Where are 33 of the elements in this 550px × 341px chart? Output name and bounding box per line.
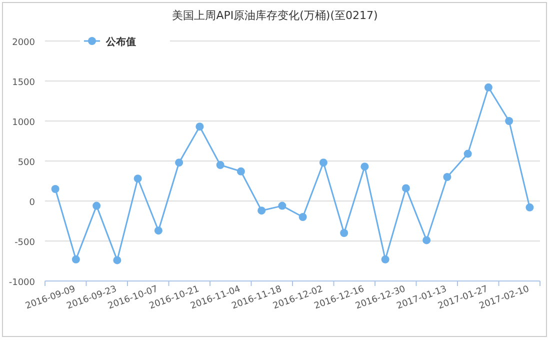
point [134, 174, 142, 183]
y-tick-label: 0 [29, 198, 36, 208]
point [360, 162, 369, 171]
point [402, 184, 410, 192]
point [340, 229, 348, 237]
point [258, 206, 266, 215]
chart-title: 美国上周API原油库存变化(万桶)(至0217) [172, 9, 378, 22]
point [51, 185, 60, 193]
y-tick-label: 2000 [12, 38, 36, 48]
point [526, 203, 534, 212]
y-tick-label: -1000 [8, 278, 36, 288]
point [196, 122, 204, 131]
point [236, 167, 245, 176]
point [154, 226, 162, 235]
point [319, 158, 328, 167]
point [72, 255, 80, 264]
point [175, 158, 184, 167]
point [422, 236, 431, 244]
y-tick-label: 1500 [12, 78, 36, 88]
point [464, 150, 472, 158]
y-tick-label: -500 [14, 238, 36, 248]
point [216, 161, 224, 169]
point [113, 256, 122, 264]
legend-label: 公布值 [105, 36, 136, 48]
y-tick-label: 500 [18, 158, 36, 168]
point [484, 83, 492, 92]
point [298, 213, 307, 221]
point [381, 255, 390, 264]
y-tick-label: 1000 [12, 118, 36, 128]
point [505, 117, 514, 125]
point [278, 202, 286, 210]
point [443, 173, 452, 181]
point [92, 202, 101, 210]
